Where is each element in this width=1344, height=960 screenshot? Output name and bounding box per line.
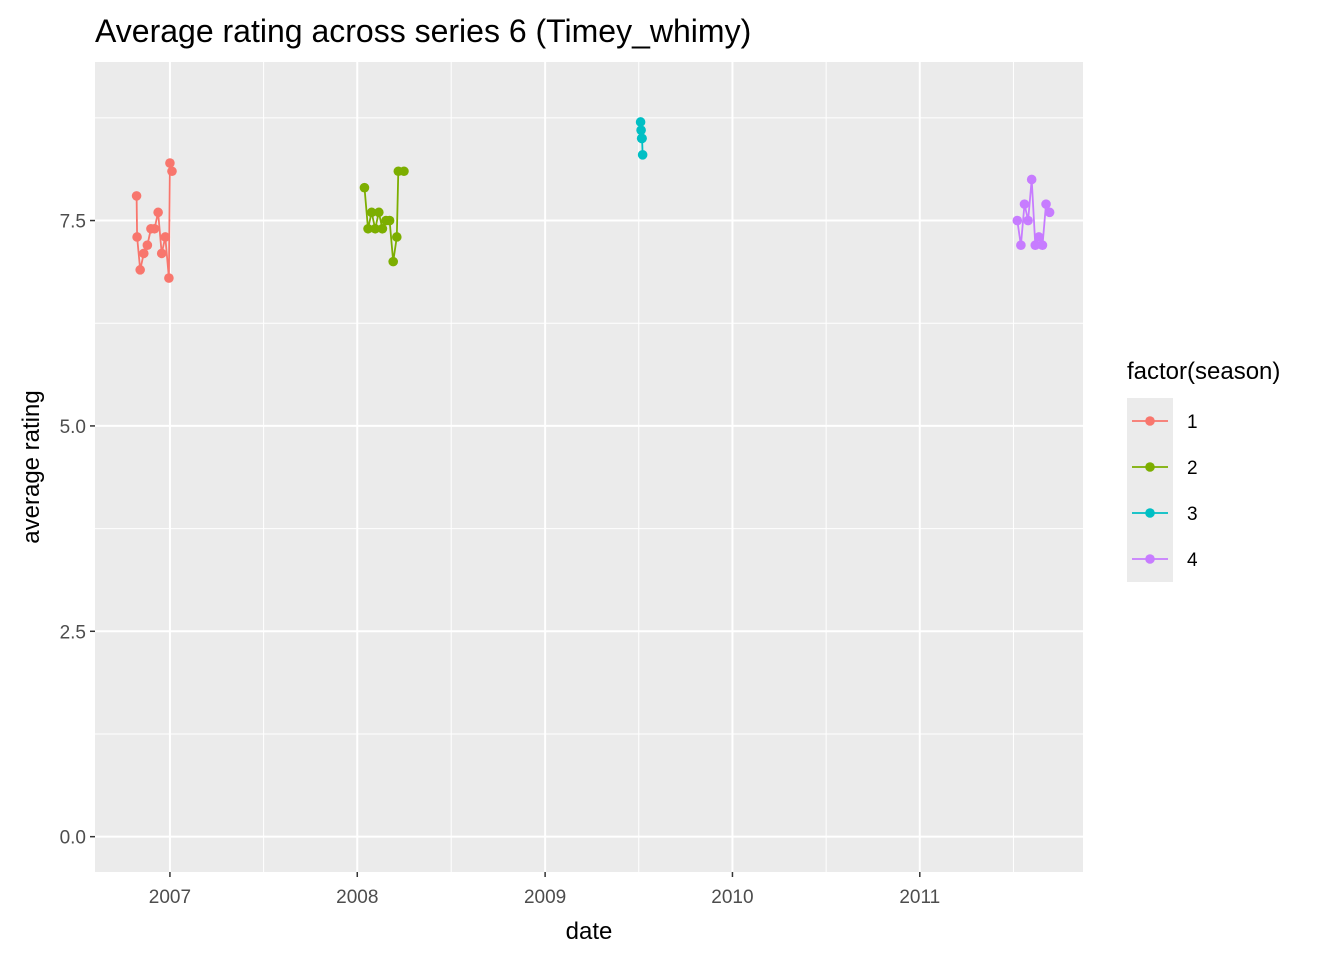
legend-label: 1	[1187, 412, 1198, 433]
x-axis-title: date	[566, 918, 613, 945]
data-point	[1044, 207, 1055, 218]
series-layer	[131, 117, 1055, 283]
data-point	[138, 248, 149, 259]
legend-key-point	[1145, 508, 1155, 518]
data-point	[135, 265, 145, 275]
legend-label: 4	[1187, 550, 1198, 571]
grid-major	[95, 62, 1083, 872]
y-tick-label: 0.0	[60, 828, 86, 849]
legend-title: factor(season)	[1127, 358, 1280, 385]
x-tick-label: 2009	[524, 887, 566, 908]
data-point	[160, 232, 171, 242]
data-point	[1016, 240, 1026, 250]
data-point	[1041, 199, 1051, 209]
data-point	[153, 207, 163, 218]
data-point	[1034, 232, 1044, 242]
x-tick-label: 2011	[899, 887, 940, 908]
data-point	[636, 125, 646, 135]
legend: factor(season) 1 2 3 4	[1127, 358, 1280, 582]
legend-key-point	[1145, 416, 1155, 426]
data-point	[142, 240, 153, 250]
plot-panel	[95, 62, 1083, 872]
chart-title: Average rating across series 6 (Timey_wh…	[95, 13, 751, 49]
legend-key-point	[1145, 554, 1155, 564]
data-point	[165, 158, 175, 168]
data-point	[1023, 215, 1033, 226]
data-point	[391, 232, 402, 242]
data-point	[132, 232, 142, 242]
series-line-4	[1016, 179, 1051, 246]
grid-minor	[95, 62, 1083, 872]
legend-label: 2	[1187, 458, 1198, 479]
y-axis-ticks: 0.0 2.5 5.0 7.5	[60, 212, 95, 849]
data-point	[637, 150, 648, 160]
x-tick-label: 2007	[149, 887, 191, 908]
data-point	[1019, 199, 1030, 209]
data-point	[366, 207, 377, 218]
data-point	[156, 248, 167, 259]
data-point	[377, 223, 388, 234]
data-point	[388, 256, 398, 267]
legend-item-2: 2	[1127, 444, 1198, 490]
data-point	[131, 191, 142, 201]
data-point	[637, 133, 647, 144]
data-point	[1012, 215, 1023, 226]
legend-items: 1 2 3 4	[1127, 398, 1198, 582]
data-point	[1037, 240, 1048, 250]
data-point	[370, 223, 381, 234]
legend-item-1: 1	[1127, 398, 1198, 444]
data-point	[374, 207, 384, 218]
data-point	[399, 166, 409, 177]
data-point	[1030, 240, 1041, 250]
y-tick-label: 5.0	[60, 417, 86, 438]
y-tick-label: 7.5	[60, 212, 86, 233]
data-point	[164, 273, 174, 283]
legend-key-point	[1145, 462, 1155, 472]
data-point	[635, 117, 646, 127]
series-2	[359, 166, 409, 267]
x-axis-ticks: 2007 2008 2009 2010 2011	[149, 872, 940, 908]
x-tick-label: 2010	[711, 887, 753, 908]
series-4	[1012, 174, 1055, 250]
data-point	[363, 223, 373, 234]
data-point	[149, 223, 160, 234]
series-3	[635, 117, 648, 160]
data-point	[359, 182, 370, 193]
series-1	[131, 158, 177, 283]
data-point	[384, 215, 395, 226]
x-tick-label: 2008	[336, 887, 378, 908]
legend-item-4: 4	[1127, 536, 1198, 582]
legend-item-3: 3	[1127, 490, 1198, 536]
y-tick-label: 2.5	[60, 622, 86, 643]
legend-label: 3	[1187, 504, 1198, 525]
y-axis-title: average rating	[18, 390, 45, 543]
data-point	[167, 166, 177, 177]
data-point	[1026, 174, 1037, 185]
